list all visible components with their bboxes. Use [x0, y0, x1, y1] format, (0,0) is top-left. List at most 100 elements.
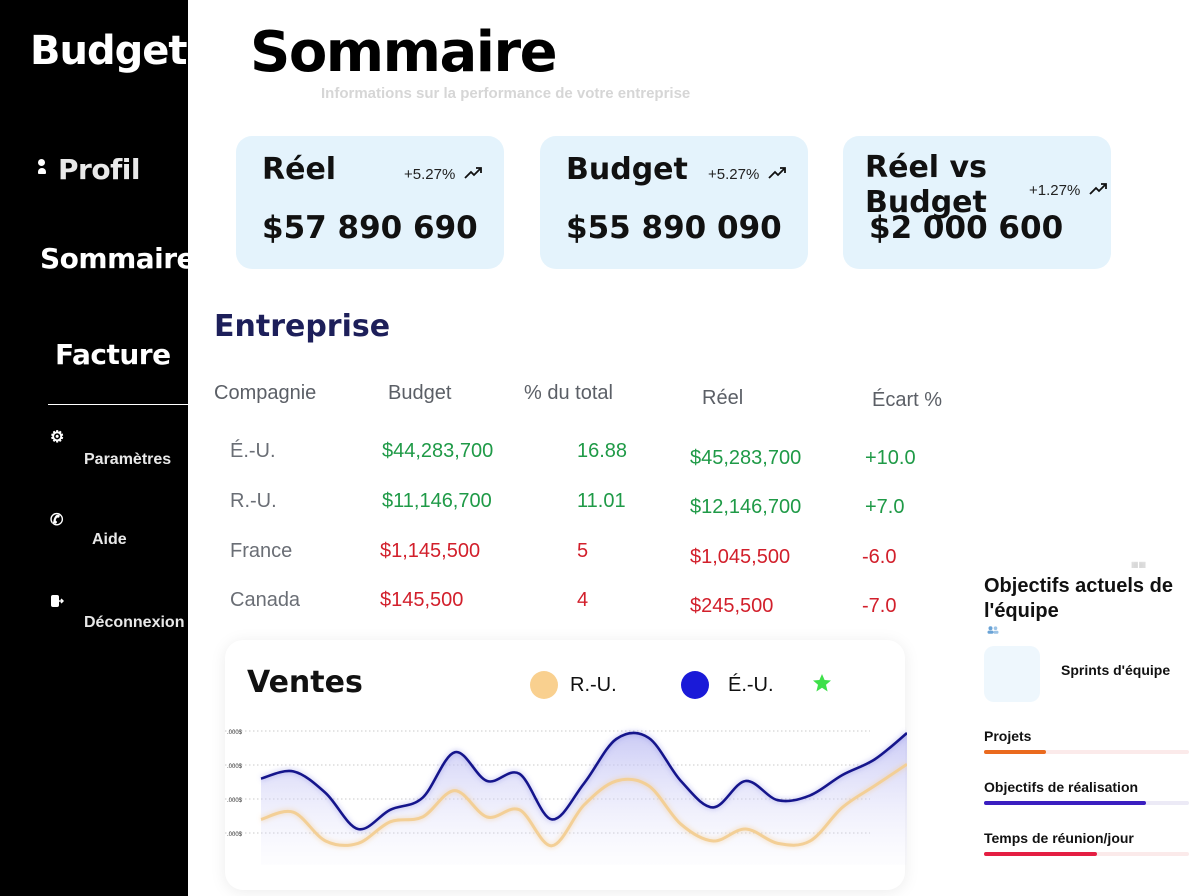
eu-series-line — [260, 731, 907, 831]
objective-label-projets: Projets — [984, 728, 1032, 744]
ru-data-point — [356, 842, 359, 845]
ru-data-point — [389, 820, 392, 823]
table-cell-reel: $45,283,700 — [690, 447, 802, 469]
nav-item-facture[interactable]: Facture — [55, 338, 171, 371]
ru-data-point — [679, 823, 682, 826]
table-cell-ecart: -7.0 — [862, 595, 897, 617]
ru-data-point — [453, 789, 456, 792]
sprint-label: Sprints d'équipe — [1061, 662, 1171, 678]
page-title: Sommaire — [250, 20, 558, 85]
ru-data-point — [809, 840, 812, 843]
progress-fill — [984, 852, 1097, 856]
table-cell-pct: 11.01 — [577, 490, 626, 512]
table-cell-reel: $12,146,700 — [690, 496, 802, 518]
legend-label-ru: R.-U. — [570, 674, 617, 696]
ru-data-point — [421, 816, 424, 819]
kpi-delta: +1.27% — [1029, 182, 1081, 199]
eu-data-point — [550, 818, 553, 821]
star-icon — [813, 674, 831, 692]
table-cell-country: Canada — [230, 589, 301, 611]
y-tick-label: .000$ — [227, 764, 243, 770]
eu-data-point — [744, 780, 747, 783]
legend-swatch-eu — [681, 671, 709, 699]
nav-item-label: Déconnexion — [84, 614, 185, 631]
kpi-card-reel: Réel +5.27% $57 890 690 — [236, 136, 504, 269]
ru-data-point — [841, 806, 844, 809]
table-cell-country: É.-U. — [230, 440, 276, 462]
sprint-thumbnail[interactable] — [984, 646, 1040, 702]
table-cell-ecart: -6.0 — [862, 546, 897, 568]
eu-data-point — [486, 780, 489, 783]
objective-progress-realisation — [984, 801, 1189, 805]
table-cell-ecart: +7.0 — [865, 496, 905, 518]
eu-data-point — [453, 751, 456, 754]
sidebar-divider — [48, 404, 228, 405]
objective-label-reunion: Temps de réunion/jour — [984, 830, 1134, 846]
ru-data-point — [712, 840, 715, 843]
y-tick-label: .000$ — [227, 730, 243, 736]
ru-data-point — [647, 784, 650, 787]
ru-data-point — [776, 842, 779, 845]
nav-item-label: Aide — [92, 531, 127, 548]
legend-swatch-ru — [530, 671, 558, 699]
eu-data-point — [712, 806, 715, 809]
kpi-title: Budget — [566, 152, 688, 187]
ru-data-point — [518, 808, 521, 811]
column-header-compagnie: Compagnie — [214, 382, 317, 404]
logout-icon — [50, 594, 65, 613]
ru-data-point — [744, 828, 747, 831]
grid-icon[interactable]: ▦▦ — [1131, 560, 1147, 569]
y-tick-label: .000$ — [227, 832, 243, 838]
eu-data-point — [873, 758, 876, 761]
table-cell-budget: $11,146,700 — [382, 490, 492, 512]
eu-data-point — [809, 794, 812, 797]
nav-item-sommaire[interactable]: Sommaire — [40, 242, 196, 275]
progress-fill — [984, 750, 1046, 754]
trend-up-icon — [768, 167, 786, 179]
y-axis-tick-labels: .000$ .000$ .000$ .000$ — [227, 730, 243, 838]
kpi-card-reel-vs-budget: Réel vs Budget +1.27% $2 000 600 — [843, 136, 1111, 269]
kpi-delta: +5.27% — [404, 166, 456, 183]
section-title-entreprise: Entreprise — [214, 309, 391, 344]
ru-data-point — [873, 784, 876, 787]
table-cell-country: R.-U. — [230, 490, 277, 512]
kpi-card-budget: Budget +5.27% $55 890 090 — [540, 136, 808, 269]
eu-data-point — [324, 792, 327, 795]
eu-data-point — [776, 799, 779, 802]
nav-item-label: Paramètres — [84, 451, 172, 468]
eu-data-point — [292, 770, 295, 773]
page-subtitle: Informations sur la performance de votre… — [321, 85, 691, 102]
kpi-value: $2 000 600 — [869, 210, 1064, 246]
y-tick-label: .000$ — [227, 798, 243, 804]
table-cell-budget: $1,145,500 — [380, 540, 481, 562]
person-icon — [38, 159, 46, 175]
kpi-title: Réel — [262, 152, 337, 187]
kpi-delta: +5.27% — [708, 166, 760, 183]
phone-icon: ✆ — [50, 512, 64, 529]
table-cell-budget: $44,283,700 — [382, 440, 494, 462]
nav-item-profil[interactable]: Profil — [38, 153, 140, 186]
objective-progress-reunion — [984, 852, 1189, 856]
table-cell-reel: $1,045,500 — [690, 546, 791, 568]
sales-line-chart: .000$ .000$ .000$ .000$ — [225, 729, 907, 865]
table-cell-budget: $145,500 — [380, 589, 464, 611]
eu-data-point — [647, 736, 650, 739]
ru-data-point — [260, 818, 263, 821]
team-icon — [987, 626, 999, 637]
column-header-budget: Budget — [388, 382, 452, 404]
ru-data-point — [550, 844, 553, 847]
kpi-title: Réel vs Budget — [865, 150, 987, 220]
eu-data-point — [841, 774, 844, 777]
objective-progress-projets — [984, 750, 1189, 754]
kpi-value: $55 890 090 — [566, 210, 782, 246]
eu-data-point — [518, 772, 521, 775]
ru-data-point — [486, 816, 489, 819]
kpi-value: $57 890 690 — [262, 210, 478, 246]
sidebar: Budget Profil Sommaire Facture — [0, 0, 196, 896]
table-cell-pct: 5 — [577, 540, 589, 562]
ru-data-point — [583, 804, 586, 807]
column-header-ecart: Écart % — [872, 389, 943, 411]
gear-icon: ⚙ — [50, 429, 65, 446]
trend-up-icon — [464, 167, 482, 179]
ru-data-point — [615, 780, 618, 783]
